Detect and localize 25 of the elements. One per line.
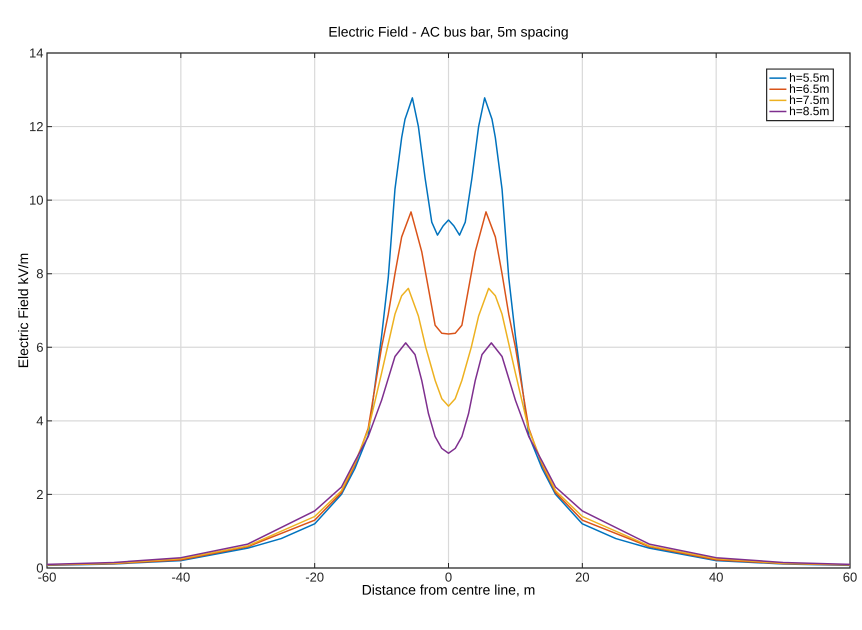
x-tick-label: -20 bbox=[306, 572, 324, 582]
y-tick-label: 2 bbox=[36, 490, 43, 499]
y-tick-label: 4 bbox=[36, 416, 44, 426]
chart-title: Electric Field - AC bus bar, 5m spacing bbox=[329, 26, 568, 40]
x-tick-label: -40 bbox=[172, 572, 190, 582]
x-tick-label: 40 bbox=[709, 572, 723, 582]
y-tick-label: 8 bbox=[36, 269, 43, 278]
x-axis-title: Distance from centre line, m bbox=[362, 584, 534, 596]
legend-label: h=7.5m bbox=[790, 95, 829, 104]
x-tick-label: 20 bbox=[576, 572, 590, 582]
y-tick-label: 12 bbox=[30, 122, 43, 132]
legend-label: h=6.5m bbox=[790, 84, 829, 93]
line-series bbox=[47, 342, 850, 566]
y-tick-label: 0 bbox=[36, 563, 43, 573]
legend-label: h=5.5m bbox=[790, 73, 829, 82]
y-tick-label: 6 bbox=[36, 342, 43, 352]
y-tick-label: 10 bbox=[30, 196, 43, 205]
legend-label: h=8.5m bbox=[790, 106, 829, 116]
line-series bbox=[47, 97, 850, 566]
line-series bbox=[47, 288, 850, 566]
y-axis-title: Electric Field kV/m bbox=[18, 254, 28, 368]
y-tick-label: 14 bbox=[30, 48, 44, 58]
x-tick-label: 60 bbox=[843, 572, 857, 582]
x-tick-label: 0 bbox=[445, 572, 452, 582]
x-tick-label: -60 bbox=[38, 572, 56, 582]
